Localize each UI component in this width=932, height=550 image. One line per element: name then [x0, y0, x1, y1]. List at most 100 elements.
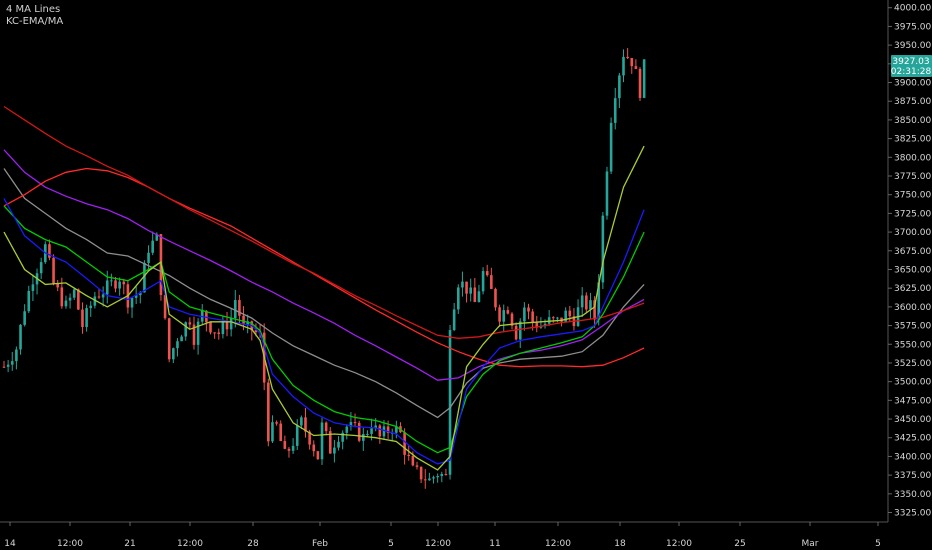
legend-indicator-1[interactable]: 4 MA Lines [6, 4, 61, 15]
candle-body [143, 262, 146, 293]
candle-body [19, 324, 22, 350]
candle-body [64, 300, 68, 307]
candle-body [638, 68, 642, 98]
candle-body [291, 445, 295, 451]
candle [547, 309, 551, 326]
candle [345, 424, 349, 440]
candle [287, 446, 291, 458]
candle [10, 351, 14, 371]
candle-body [423, 479, 427, 481]
candle-body [457, 287, 460, 310]
candle-body [89, 305, 93, 309]
candle-body [518, 321, 522, 340]
candle-body [634, 66, 638, 69]
candle-body [23, 311, 26, 325]
candle-body [539, 326, 543, 328]
candle-body [320, 422, 324, 460]
candle [23, 304, 26, 327]
y-tick-label: 3650.00 [894, 265, 931, 275]
y-tick-label: 3525.00 [894, 359, 931, 369]
candle [428, 472, 431, 481]
candle-body [56, 283, 59, 288]
candle-body [60, 287, 64, 307]
price-axis[interactable]: 3325.00 3350.00 3375.00 3400.00 3425.00 3450.… [887, 0, 931, 522]
candle-body [213, 332, 216, 334]
candle-body [324, 422, 328, 432]
candle [349, 412, 353, 431]
candle-body [110, 280, 113, 282]
candle [378, 424, 382, 444]
candle [68, 293, 72, 309]
candle [609, 117, 613, 175]
candle [114, 276, 117, 293]
candle-body [304, 417, 307, 432]
candle-body [134, 295, 138, 298]
candle [155, 232, 159, 242]
y-tick-label: 3625.00 [894, 284, 931, 294]
candle [52, 254, 55, 286]
candle-body [275, 422, 278, 424]
candle-body [514, 325, 518, 340]
candle-body [642, 59, 646, 98]
candle-body [485, 271, 489, 276]
candle-body [10, 361, 14, 365]
candle [469, 278, 472, 302]
candle-body [580, 295, 584, 308]
candle-body [114, 280, 117, 289]
candle-body [77, 289, 80, 310]
candle [593, 296, 596, 328]
y-tick-label: 3450.00 [894, 415, 931, 425]
candle [543, 319, 547, 329]
candle-body [300, 417, 303, 426]
y-tick-label: 3975.00 [894, 22, 931, 32]
candle-body [180, 336, 183, 342]
candle-body [27, 290, 31, 312]
candle-body [411, 455, 415, 466]
candle-body [31, 284, 35, 291]
ma-line-5 [3, 205, 645, 454]
candle [31, 274, 35, 302]
candle [316, 450, 320, 460]
candle-body [477, 291, 481, 302]
candle [180, 334, 183, 342]
candle [110, 273, 113, 287]
candle [572, 308, 576, 331]
candle-body [506, 310, 510, 314]
candle [291, 438, 295, 454]
candle [101, 286, 105, 307]
y-tick-label: 3800.00 [894, 153, 931, 163]
candle-body [312, 444, 316, 452]
candle-body [184, 322, 188, 337]
candle-body [279, 423, 283, 442]
x-tick-label: 14 [4, 539, 16, 549]
candle-body [547, 317, 551, 324]
candle-body [147, 252, 150, 263]
candle-body [357, 422, 361, 441]
candle-body [568, 310, 572, 317]
candle-body [481, 271, 485, 292]
candle [362, 427, 365, 451]
candle [473, 277, 477, 303]
candle-body [271, 422, 274, 442]
candle-body [196, 321, 200, 345]
candle-body [527, 307, 530, 312]
candle-body [353, 422, 357, 424]
time-axis[interactable]: 14 12:00 21 12:00 28 Feb 5 12:00 11 12:00 18 12:00 2… [0, 521, 888, 549]
candle-body [436, 476, 439, 478]
candle [192, 316, 196, 350]
candle-body [39, 262, 43, 274]
candle [341, 430, 344, 450]
candle-body [386, 426, 390, 433]
candle [225, 311, 229, 337]
candle [461, 271, 464, 297]
x-tick-label: 11 [489, 539, 500, 549]
candle-body [192, 324, 196, 345]
candle [271, 415, 274, 443]
ma-line-2 [3, 149, 645, 381]
candle-body [419, 466, 423, 480]
legend-indicator-2[interactable]: KC-EMA/MA [6, 16, 64, 27]
candle-body [72, 289, 76, 298]
candle [328, 427, 332, 454]
ma-line-4 [3, 105, 645, 339]
